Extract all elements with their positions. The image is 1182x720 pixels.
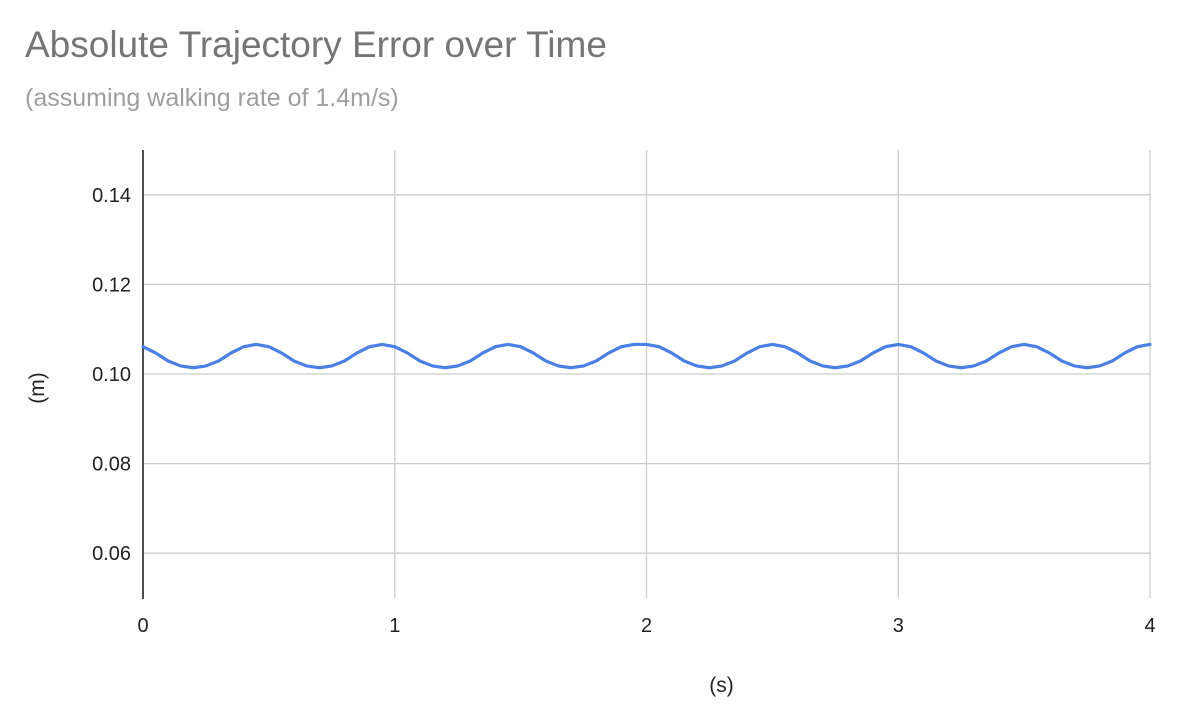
series-line xyxy=(141,342,1152,370)
y-tick-label: 0.08 xyxy=(92,454,131,476)
chart-title: Absolute Trajectory Error over Time xyxy=(25,24,607,65)
x-tick-label: 2 xyxy=(641,615,652,637)
x-tick-label: 1 xyxy=(389,615,400,637)
y-tick-label: 0.14 xyxy=(92,185,131,207)
y-tick-label: 0.12 xyxy=(92,274,131,296)
chart-subtitle: (assuming walking rate of 1.4m/s) xyxy=(25,84,399,112)
y-tick-label: 0.06 xyxy=(92,543,131,565)
x-tick-label: 3 xyxy=(893,615,904,637)
x-tick-label: 0 xyxy=(137,615,148,637)
x-axis-title: (s) xyxy=(709,674,734,697)
y-axis-title: (m) xyxy=(26,372,49,403)
x-tick-label: 4 xyxy=(1144,615,1155,637)
y-tick-label: 0.10 xyxy=(92,364,131,386)
